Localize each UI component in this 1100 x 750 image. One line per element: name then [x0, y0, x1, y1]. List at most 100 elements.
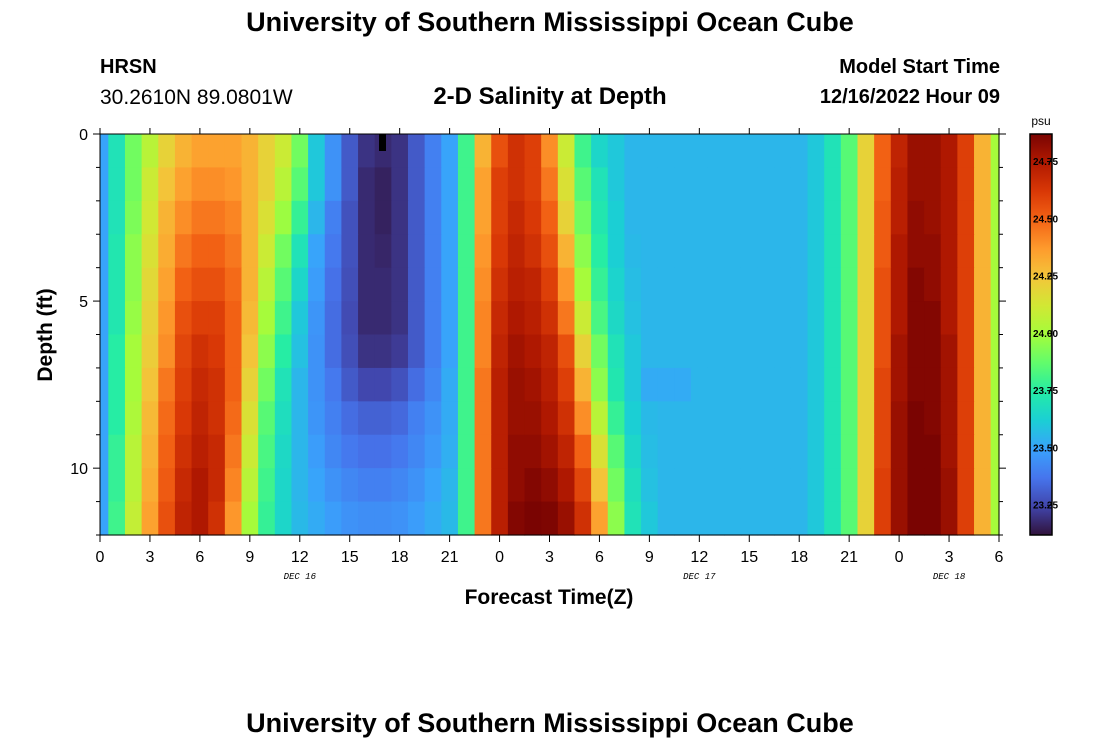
- heatmap-cell: [324, 468, 342, 503]
- heatmap-cell: [840, 434, 859, 469]
- heatmap-cell: [974, 468, 992, 503]
- heatmap-cell: [374, 501, 392, 536]
- heatmap-cell: [874, 468, 892, 503]
- heatmap-cell: [574, 200, 592, 235]
- heatmap-cell: [890, 167, 909, 202]
- heatmap-cell: [424, 134, 442, 169]
- heatmap-cell: [407, 301, 426, 336]
- heatmap-cell: [491, 334, 509, 369]
- heatmap-cell: [441, 501, 459, 536]
- heatmap-cell: [224, 367, 243, 402]
- date-labels: DEC 16 DEC 17 DEC 18: [284, 572, 966, 582]
- heatmap-cell: [424, 434, 442, 469]
- heatmap-cell: [674, 468, 692, 503]
- heatmap-cell: [940, 367, 958, 402]
- heatmap-cell: [857, 301, 875, 336]
- model-start-value: 12/16/2022 Hour 09: [819, 86, 1000, 108]
- heatmap-cell: [574, 367, 592, 402]
- heatmap-cell: [691, 501, 709, 536]
- heatmap-cell: [957, 234, 975, 269]
- heatmap-cell: [641, 501, 659, 536]
- heatmap-cell: [391, 134, 409, 169]
- heatmap-cell: [657, 434, 675, 469]
- heatmap-cell: [840, 167, 859, 202]
- heatmap-cell: [724, 434, 742, 469]
- heatmap-cell: [707, 468, 725, 503]
- heatmap-cell: [607, 167, 626, 202]
- heatmap-cell: [358, 301, 376, 336]
- x-tick-label: 15: [341, 549, 359, 566]
- heatmap-cell: [807, 267, 825, 302]
- heatmap-cell: [100, 367, 109, 402]
- heatmap-cell: [358, 200, 376, 235]
- heatmap-cell: [507, 301, 526, 336]
- colorbar-tick-label: 24.50: [1033, 214, 1058, 225]
- colorbar-ticks: 24.75 24.50 24.25 24.00 23.75 23.50 23.25: [1033, 157, 1058, 512]
- heatmap-cell: [108, 267, 126, 302]
- heatmap-cell: [507, 401, 526, 436]
- heatmap-cell: [557, 401, 576, 436]
- heatmap-cell: [224, 401, 243, 436]
- heatmap-cell: [957, 267, 975, 302]
- heatmap-cell: [740, 200, 759, 235]
- heatmap-cell: [840, 134, 859, 169]
- heatmap-cell: [740, 134, 759, 169]
- heatmap-cell: [124, 434, 143, 469]
- heatmap-cell: [374, 401, 392, 436]
- heatmap-cell: [191, 234, 209, 269]
- heatmap-cell: [740, 501, 759, 536]
- heatmap-cell: [990, 234, 1000, 269]
- heatmap-cell: [100, 134, 109, 169]
- heatmap-cell: [624, 301, 642, 336]
- x-tick-label: 6: [195, 549, 204, 566]
- heatmap-cell: [824, 200, 842, 235]
- heatmap-cell: [324, 334, 342, 369]
- heatmap-cell: [874, 334, 892, 369]
- x-tick-label: 18: [391, 549, 409, 566]
- heatmap-cell: [890, 434, 909, 469]
- heatmap-cell: [857, 401, 875, 436]
- heatmap-cell: [890, 501, 909, 536]
- heatmap-cell: [574, 334, 592, 369]
- colorbar-tick-label: 24.75: [1033, 157, 1058, 168]
- x-tick-label: 9: [245, 549, 254, 566]
- heatmap-cell: [857, 267, 875, 302]
- heatmap-cell: [807, 468, 825, 503]
- heatmap-cell: [158, 434, 176, 469]
- heatmap-cell: [524, 167, 542, 202]
- heatmap-cell: [824, 434, 842, 469]
- heatmap-cell: [424, 468, 442, 503]
- heatmap-cell: [241, 434, 259, 469]
- heatmap-cell: [324, 234, 342, 269]
- heatmap-cell: [857, 134, 875, 169]
- colorbar-tick-label: 23.75: [1033, 386, 1058, 397]
- heatmap-cell: [158, 367, 176, 402]
- heatmap-cell: [907, 401, 925, 436]
- heatmap-cell: [924, 501, 942, 536]
- heatmap-cell: [707, 434, 725, 469]
- heatmap-cell: [474, 200, 492, 235]
- heatmap-cell: [524, 267, 542, 302]
- heatmap-cell: [990, 301, 1000, 336]
- heatmap-cell: [441, 301, 459, 336]
- heatmap-cell: [740, 401, 759, 436]
- heatmap-cell: [674, 434, 692, 469]
- heatmap-cell: [624, 401, 642, 436]
- heatmap-cell: [591, 434, 609, 469]
- heatmap-cell: [258, 301, 276, 336]
- heatmap-cell: [141, 234, 159, 269]
- x-tick-label: 3: [945, 549, 954, 566]
- heatmap-cell: [474, 167, 492, 202]
- heatmap-cell: [108, 301, 126, 336]
- heatmap-cell: [274, 234, 293, 269]
- heatmap-cell: [707, 401, 725, 436]
- heatmap-cell: [258, 134, 276, 169]
- heatmap-cell: [141, 401, 159, 436]
- heatmap-cell: [907, 334, 925, 369]
- heatmap-cell: [308, 468, 326, 503]
- heatmap-cell: [890, 301, 909, 336]
- heatmap-cell: [507, 468, 526, 503]
- heatmap-cell: [308, 301, 326, 336]
- heatmap-cell: [324, 134, 342, 169]
- heatmap-cell: [241, 200, 259, 235]
